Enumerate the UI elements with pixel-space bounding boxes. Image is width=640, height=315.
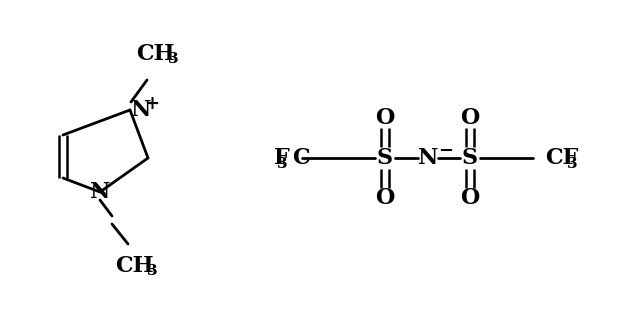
- Text: F: F: [275, 147, 290, 169]
- Text: +: +: [144, 95, 159, 113]
- Text: S: S: [377, 147, 393, 169]
- Text: −: −: [438, 142, 453, 160]
- Text: CH: CH: [115, 255, 154, 277]
- Text: C: C: [292, 147, 310, 169]
- Text: 3: 3: [277, 157, 288, 171]
- Text: S: S: [462, 147, 478, 169]
- Text: N: N: [131, 99, 152, 121]
- Text: N: N: [90, 181, 110, 203]
- Text: 3: 3: [168, 52, 179, 66]
- Text: 3: 3: [567, 157, 578, 171]
- Text: O: O: [375, 187, 395, 209]
- Text: O: O: [460, 187, 480, 209]
- Text: CF: CF: [545, 147, 579, 169]
- Text: O: O: [460, 107, 480, 129]
- Text: O: O: [375, 107, 395, 129]
- Text: N: N: [418, 147, 438, 169]
- Text: 3: 3: [147, 264, 157, 278]
- Text: CH: CH: [136, 43, 174, 65]
